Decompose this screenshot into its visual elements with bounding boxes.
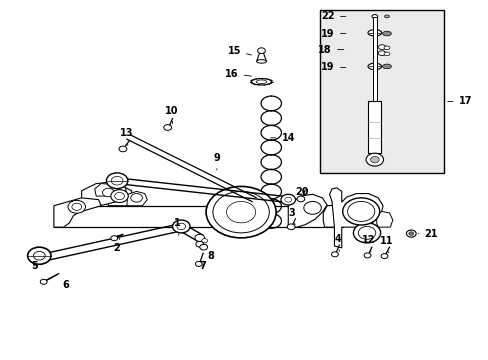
Circle shape bbox=[353, 223, 380, 243]
Circle shape bbox=[40, 279, 47, 284]
Text: 9: 9 bbox=[213, 153, 220, 170]
Ellipse shape bbox=[377, 51, 385, 55]
Text: 16: 16 bbox=[224, 69, 251, 79]
Text: 19: 19 bbox=[321, 63, 345, 72]
Ellipse shape bbox=[256, 60, 266, 63]
Text: 21: 21 bbox=[418, 229, 437, 239]
Ellipse shape bbox=[371, 15, 377, 18]
Circle shape bbox=[201, 239, 207, 243]
Circle shape bbox=[406, 230, 415, 237]
Circle shape bbox=[358, 226, 375, 239]
Ellipse shape bbox=[377, 45, 385, 49]
Circle shape bbox=[408, 232, 413, 235]
Text: 2: 2 bbox=[114, 238, 120, 252]
Circle shape bbox=[130, 194, 142, 202]
Ellipse shape bbox=[256, 80, 266, 84]
Circle shape bbox=[226, 202, 255, 223]
Circle shape bbox=[177, 223, 185, 230]
Text: 20: 20 bbox=[295, 187, 308, 197]
Text: 5: 5 bbox=[31, 261, 38, 271]
Ellipse shape bbox=[251, 78, 271, 85]
Circle shape bbox=[285, 197, 291, 202]
Ellipse shape bbox=[384, 15, 388, 18]
Polygon shape bbox=[107, 186, 131, 206]
Circle shape bbox=[195, 234, 204, 242]
Circle shape bbox=[172, 220, 190, 233]
Ellipse shape bbox=[367, 63, 381, 69]
Circle shape bbox=[111, 176, 122, 185]
Circle shape bbox=[72, 203, 81, 210]
Text: 14: 14 bbox=[270, 133, 294, 143]
Circle shape bbox=[303, 202, 321, 214]
Polygon shape bbox=[376, 211, 392, 227]
Bar bbox=[368, 102, 380, 153]
Circle shape bbox=[287, 224, 294, 230]
Text: 4: 4 bbox=[334, 234, 341, 251]
Ellipse shape bbox=[367, 30, 381, 36]
Text: 8: 8 bbox=[206, 245, 213, 261]
Circle shape bbox=[281, 194, 295, 205]
Polygon shape bbox=[256, 51, 266, 62]
Ellipse shape bbox=[382, 64, 390, 69]
Text: 22: 22 bbox=[321, 12, 345, 21]
Circle shape bbox=[196, 242, 203, 247]
Circle shape bbox=[111, 190, 128, 203]
Polygon shape bbox=[95, 184, 112, 196]
Circle shape bbox=[111, 236, 117, 241]
Text: 3: 3 bbox=[288, 207, 295, 225]
Circle shape bbox=[364, 253, 370, 258]
Circle shape bbox=[163, 125, 171, 130]
Text: 7: 7 bbox=[200, 261, 206, 271]
Polygon shape bbox=[323, 205, 347, 227]
Circle shape bbox=[119, 146, 126, 152]
Text: 17: 17 bbox=[447, 96, 471, 107]
Circle shape bbox=[33, 251, 45, 260]
Bar bbox=[372, 18, 376, 102]
Circle shape bbox=[366, 153, 383, 166]
Polygon shape bbox=[54, 198, 101, 227]
Text: 11: 11 bbox=[380, 236, 393, 253]
Circle shape bbox=[68, 201, 85, 213]
Circle shape bbox=[106, 173, 127, 189]
Ellipse shape bbox=[383, 46, 389, 50]
Circle shape bbox=[347, 202, 374, 221]
Circle shape bbox=[370, 157, 378, 163]
Circle shape bbox=[212, 192, 269, 233]
Circle shape bbox=[102, 188, 114, 197]
Text: 18: 18 bbox=[318, 45, 343, 55]
Ellipse shape bbox=[382, 31, 390, 36]
Ellipse shape bbox=[383, 52, 389, 56]
Polygon shape bbox=[287, 194, 326, 227]
Circle shape bbox=[296, 196, 304, 202]
Text: 10: 10 bbox=[164, 106, 178, 123]
Circle shape bbox=[257, 48, 265, 54]
Circle shape bbox=[195, 261, 202, 266]
Bar bbox=[54, 206, 343, 227]
Circle shape bbox=[342, 198, 379, 225]
Circle shape bbox=[205, 186, 276, 238]
Circle shape bbox=[331, 252, 338, 257]
Text: 1: 1 bbox=[174, 218, 181, 235]
Circle shape bbox=[115, 193, 124, 200]
Circle shape bbox=[200, 244, 207, 250]
Bar bbox=[319, 10, 443, 173]
Text: 19: 19 bbox=[321, 28, 345, 39]
Text: 13: 13 bbox=[120, 128, 133, 145]
Circle shape bbox=[380, 253, 387, 258]
Polygon shape bbox=[126, 192, 147, 206]
Polygon shape bbox=[81, 182, 126, 206]
Circle shape bbox=[28, 247, 51, 264]
Text: 6: 6 bbox=[62, 280, 69, 290]
Text: 15: 15 bbox=[227, 46, 251, 56]
Polygon shape bbox=[329, 188, 382, 248]
Text: 12: 12 bbox=[362, 235, 375, 252]
